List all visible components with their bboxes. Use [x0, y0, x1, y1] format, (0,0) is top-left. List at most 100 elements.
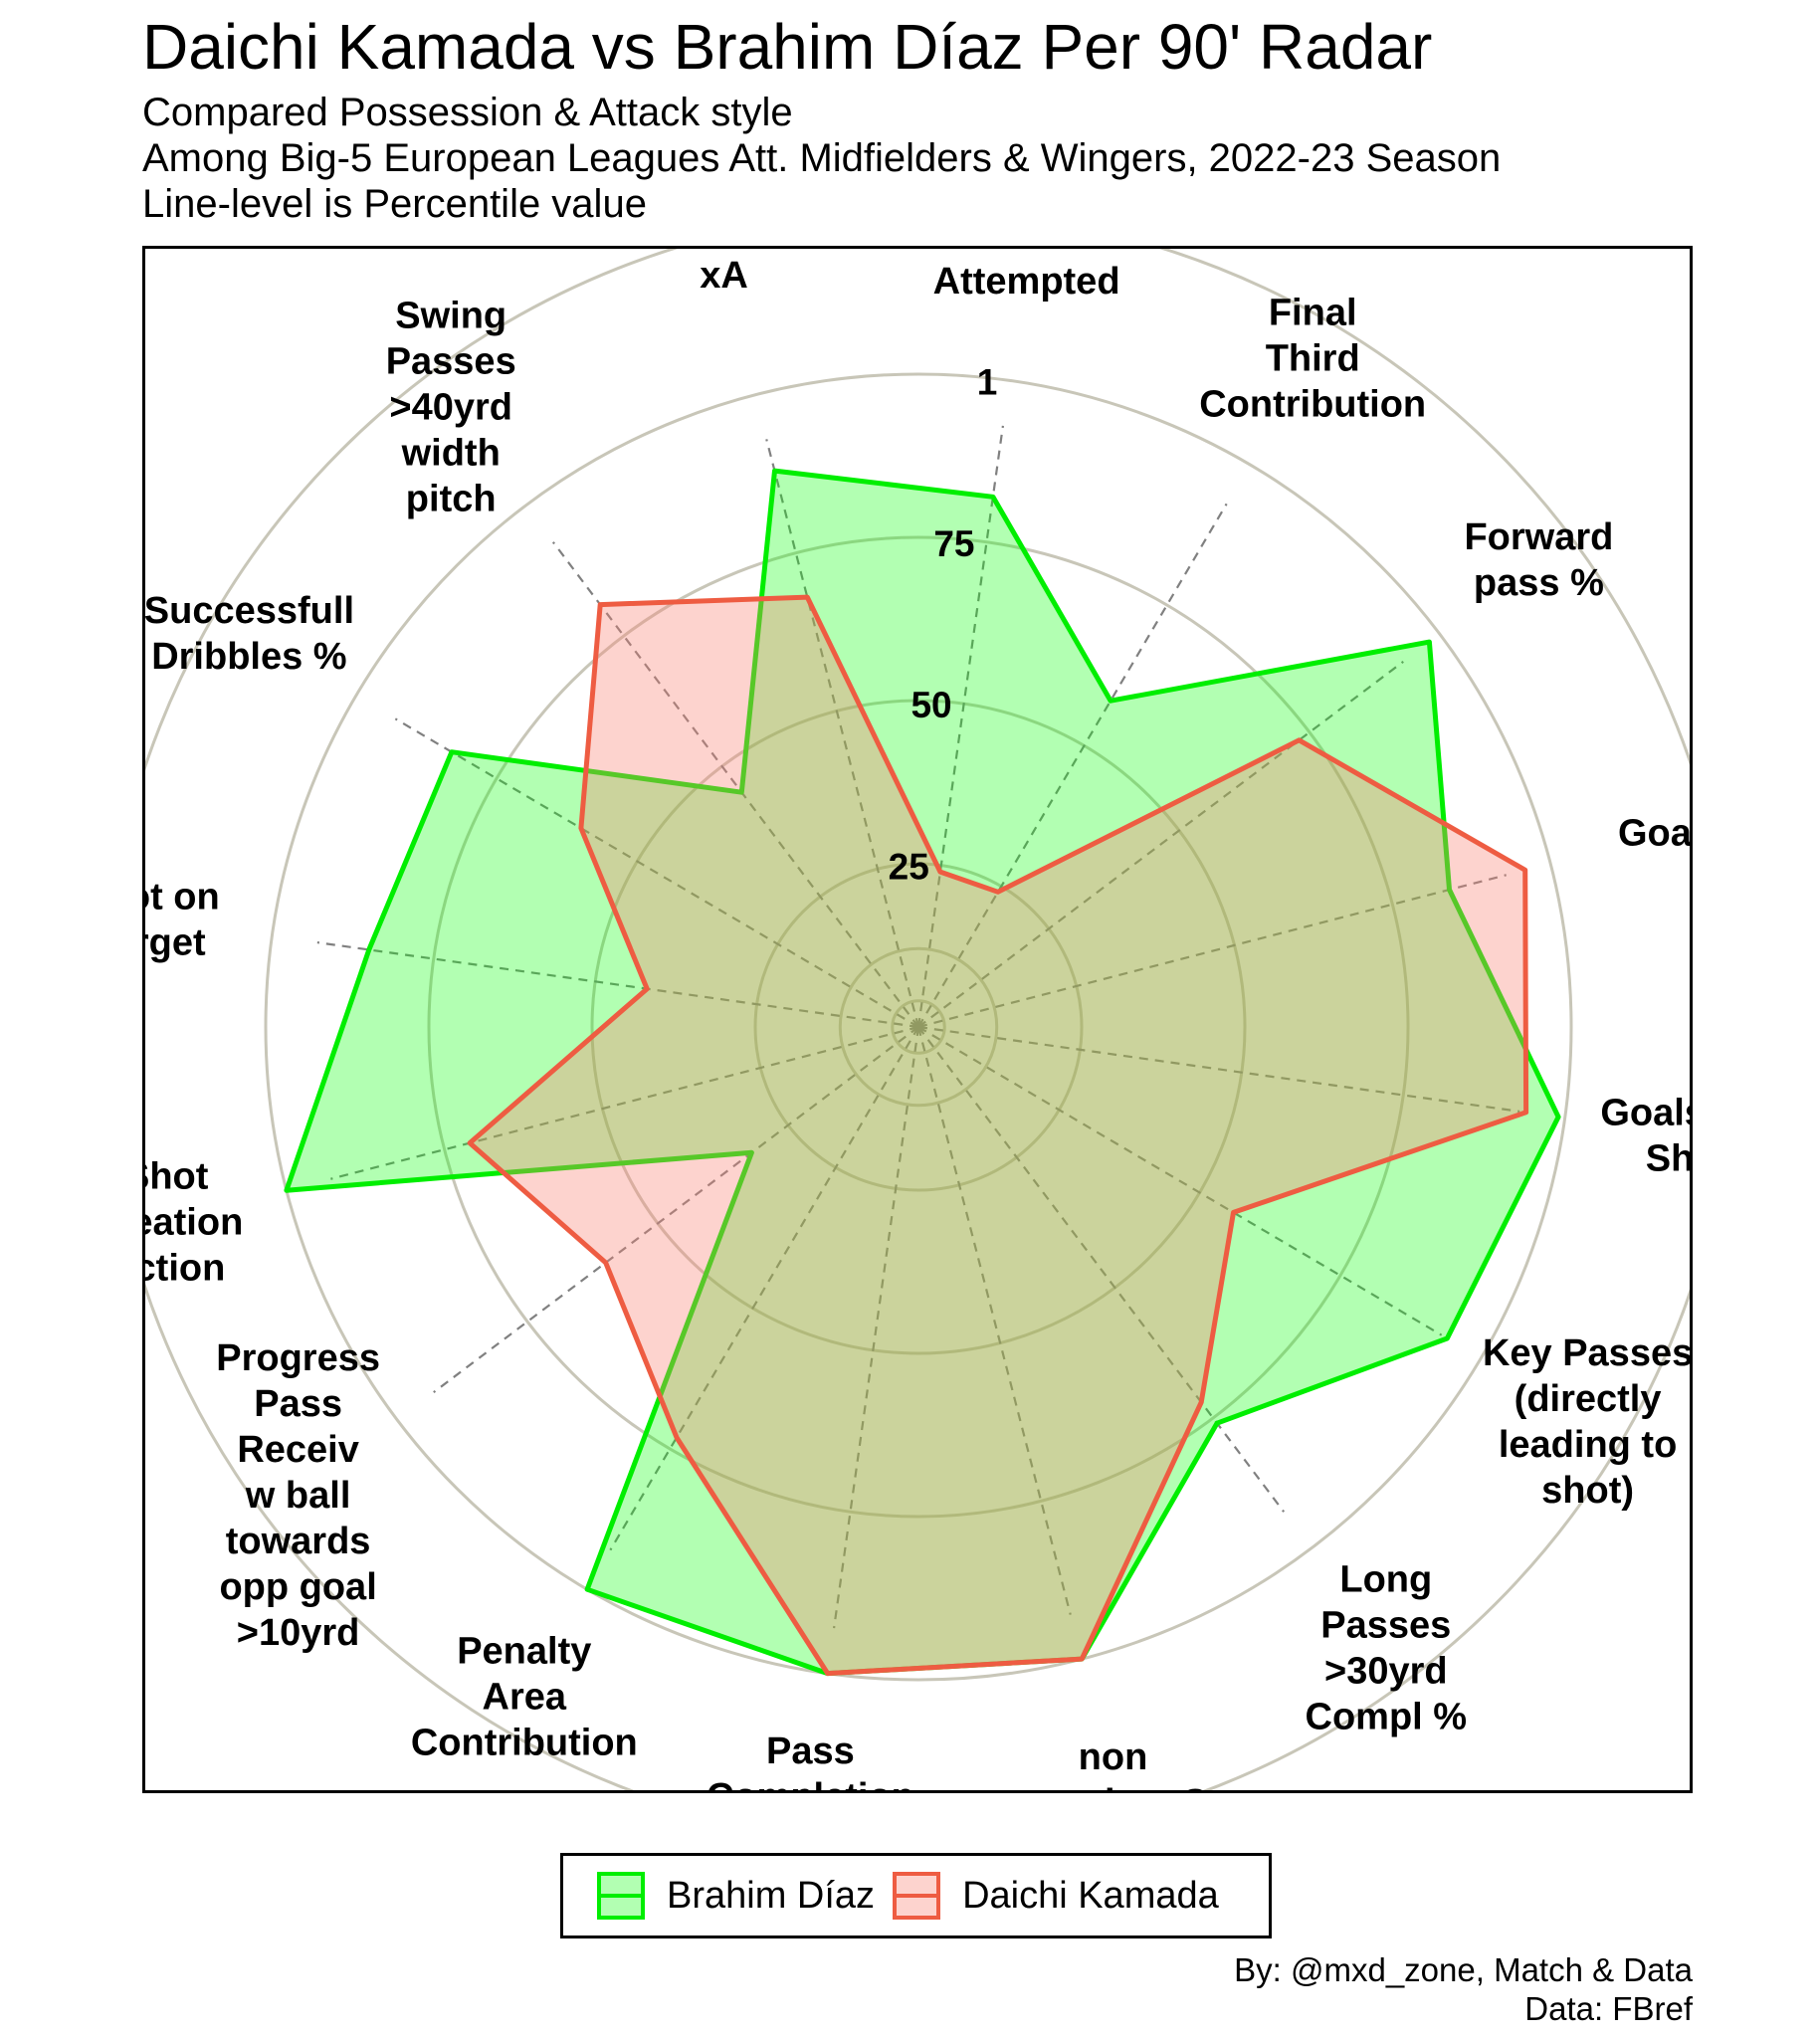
spoke-key-passes-directly-leading-to-shot [917, 1026, 1443, 1336]
grid-ring-6 [264, 372, 1573, 1682]
axis-label-line: leading to [1499, 1424, 1677, 1466]
legend-item-daichi-kamada: Daichi Kamada [893, 1872, 1219, 1920]
spoke-swing-passes-40yrd-width-pitch [551, 541, 919, 1028]
axis-label-goals-per-shot: Goals perShot [1600, 1093, 1690, 1180]
axis-label-line: Creation [145, 1202, 243, 1244]
legend: Brahim Díaz Daichi Kamada [560, 1853, 1272, 1938]
axis-label-line: Third [1266, 337, 1360, 379]
spoke-progress-pass-receiv-w-ball-towards-opp-goal-10yrd [433, 1026, 919, 1394]
axis-label-shot-on-target: Shot onTarget [145, 876, 220, 963]
axis-label-line: Target [145, 921, 206, 963]
tick-label-50: 50 [910, 685, 951, 725]
axis-label-line: Shot [145, 1156, 209, 1198]
axis-label-line: Progress [216, 1337, 380, 1379]
axis-label-forward-pass: Forward pass % [1464, 516, 1613, 604]
axis-label-line: Long [1339, 1558, 1432, 1600]
axis-label-line: Action [145, 1248, 225, 1290]
axis-label-line: (directly [1515, 1378, 1662, 1420]
axis-label-non-penalty-xg: non penalty xG [1016, 1736, 1209, 1790]
legend-swatch-daichi-kamada [893, 1872, 941, 1920]
axis-label-line: Key Passes [1483, 1332, 1690, 1374]
legend-swatch-brahim-diaz [597, 1872, 645, 1920]
axis-label-goals: Goals [1618, 813, 1690, 855]
tick-label-75: 75 [933, 523, 974, 564]
spoke-goals [917, 874, 1507, 1029]
axis-label-shot-creation-action: ShotCreationAction [145, 1156, 243, 1290]
grid-ring-2 [838, 946, 999, 1108]
spoke-pass-completion [833, 1026, 920, 1629]
axis-label-line: >10yrd [237, 1612, 360, 1654]
axis-label-line: non [1079, 1736, 1148, 1778]
spoke-goals-per-shot [917, 1025, 1520, 1113]
axis-label-long-passes-30yrd-compl: Long Passes >30yrd Compl % [1306, 1558, 1468, 1737]
axis-label-line: >30yrd [1324, 1650, 1448, 1692]
axis-label-line: Pass [254, 1383, 342, 1425]
axis-label-swing-passes-40yrd-width-pitch: Swing Passes >40yrd width pitch [386, 296, 516, 520]
spoke-non-penalty-xg [916, 1026, 1072, 1615]
credit-author: By: @mxd_zone, Match & Data [1234, 1951, 1693, 1988]
axis-label-dribbles-attempted: Dribbles Attempted [933, 249, 1120, 303]
legend-label-brahim-diaz: Brahim Díaz [667, 1874, 876, 1917]
axis-label-line: w ball [245, 1475, 351, 1517]
spoke-shot-on-target [316, 941, 919, 1029]
chart-subtitle-line-3: Line-level is Percentile value [142, 182, 647, 226]
spoke-shot-creation-action [330, 1025, 919, 1180]
axis-label-line: Goals per [1600, 1093, 1690, 1134]
axis-label-line: Compl % [1306, 1696, 1468, 1737]
grid-ring-5 [427, 535, 1410, 1519]
axis-label-line: Shot on [145, 876, 220, 917]
axis-label-line: Successfull [145, 590, 354, 632]
axis-label-line: pitch [406, 479, 497, 520]
axis-label-line: Goals [1618, 813, 1690, 855]
axis-label-line: Contribution [411, 1723, 638, 1764]
chart-subtitle-line-1: Compared Possession & Attack style [142, 91, 793, 134]
axis-label-line: shot) [1541, 1470, 1634, 1512]
spoke-penalty-area-contribution [609, 1026, 919, 1551]
tick-label-100: 1 [977, 361, 998, 402]
axis-label-line: towards [226, 1521, 371, 1562]
axis-label-final-third-contribution: Final Third Contribution [1199, 292, 1426, 425]
axis-label-line: Dribbles [951, 249, 1103, 257]
axis-label-line: opp goal [219, 1566, 376, 1608]
legend-label-daichi-kamada: Daichi Kamada [962, 1874, 1219, 1917]
axis-label-line: Shot [1646, 1138, 1690, 1180]
axis-label-xa: xA [700, 255, 748, 297]
grid-ring-3 [753, 862, 1084, 1192]
spoke-xa [765, 439, 920, 1028]
axis-label-line: xA [700, 255, 748, 297]
grid-ring-1 [891, 999, 946, 1055]
axis-label-line: penalty xG [1016, 1782, 1209, 1790]
spoke-successfull-dribbles [394, 717, 919, 1028]
axis-label-line: Completion [707, 1776, 914, 1790]
chart-subtitle-line-2: Among Big-5 European Leagues Att. Midfie… [142, 136, 1502, 180]
axis-label-progress-pass-receiv-w-ball-towards-opp-goal-10yrd: Progress Pass Receiv w ball towards opp goal >… [216, 1337, 380, 1654]
grid-ring-4 [590, 699, 1247, 1355]
axis-label-line: Area [483, 1677, 567, 1719]
axis-label-line: Forward [1464, 516, 1613, 558]
axis-label-pass-completion: PassCompletion% [707, 1731, 914, 1790]
series-polygon-daichi-kamada [467, 594, 1529, 1677]
axis-label-penalty-area-contribution: Penalty Area Contribution [411, 1631, 638, 1764]
axis-label-line: Penalty [457, 1631, 591, 1673]
axis-label-line: Swing [395, 296, 506, 337]
spoke-forward-pass [917, 660, 1404, 1028]
axis-label-line: Passes [1320, 1604, 1451, 1646]
axis-label-key-passes-directly-leading-to-shot: Key Passes (directly leading to shot) [1483, 1332, 1690, 1512]
axis-label-line: Passes [386, 341, 516, 383]
axis-label-line: Dribbles % [151, 636, 346, 678]
spoke-final-third-contribution [917, 503, 1228, 1028]
axis-label-line: pass % [1474, 562, 1604, 604]
axis-label-line: Receiv [237, 1429, 359, 1471]
credit-data-source: Data: FBref [1524, 1990, 1693, 2027]
axis-label-line: Contribution [1199, 383, 1426, 425]
chart-title: Daichi Kamada vs Brahim Díaz Per 90' Rad… [142, 11, 1433, 83]
axis-label-successfull-dribbles: Successfull Dribbles % [145, 590, 354, 678]
axis-label-line: >40yrd [389, 387, 512, 429]
legend-item-brahim-diaz: Brahim Díaz [597, 1872, 875, 1920]
axis-label-line: Attempted [933, 261, 1120, 303]
spoke-dribbles-attempted [916, 425, 1004, 1028]
axis-label-line: width [401, 433, 501, 475]
axis-label-line: Final [1269, 292, 1357, 333]
